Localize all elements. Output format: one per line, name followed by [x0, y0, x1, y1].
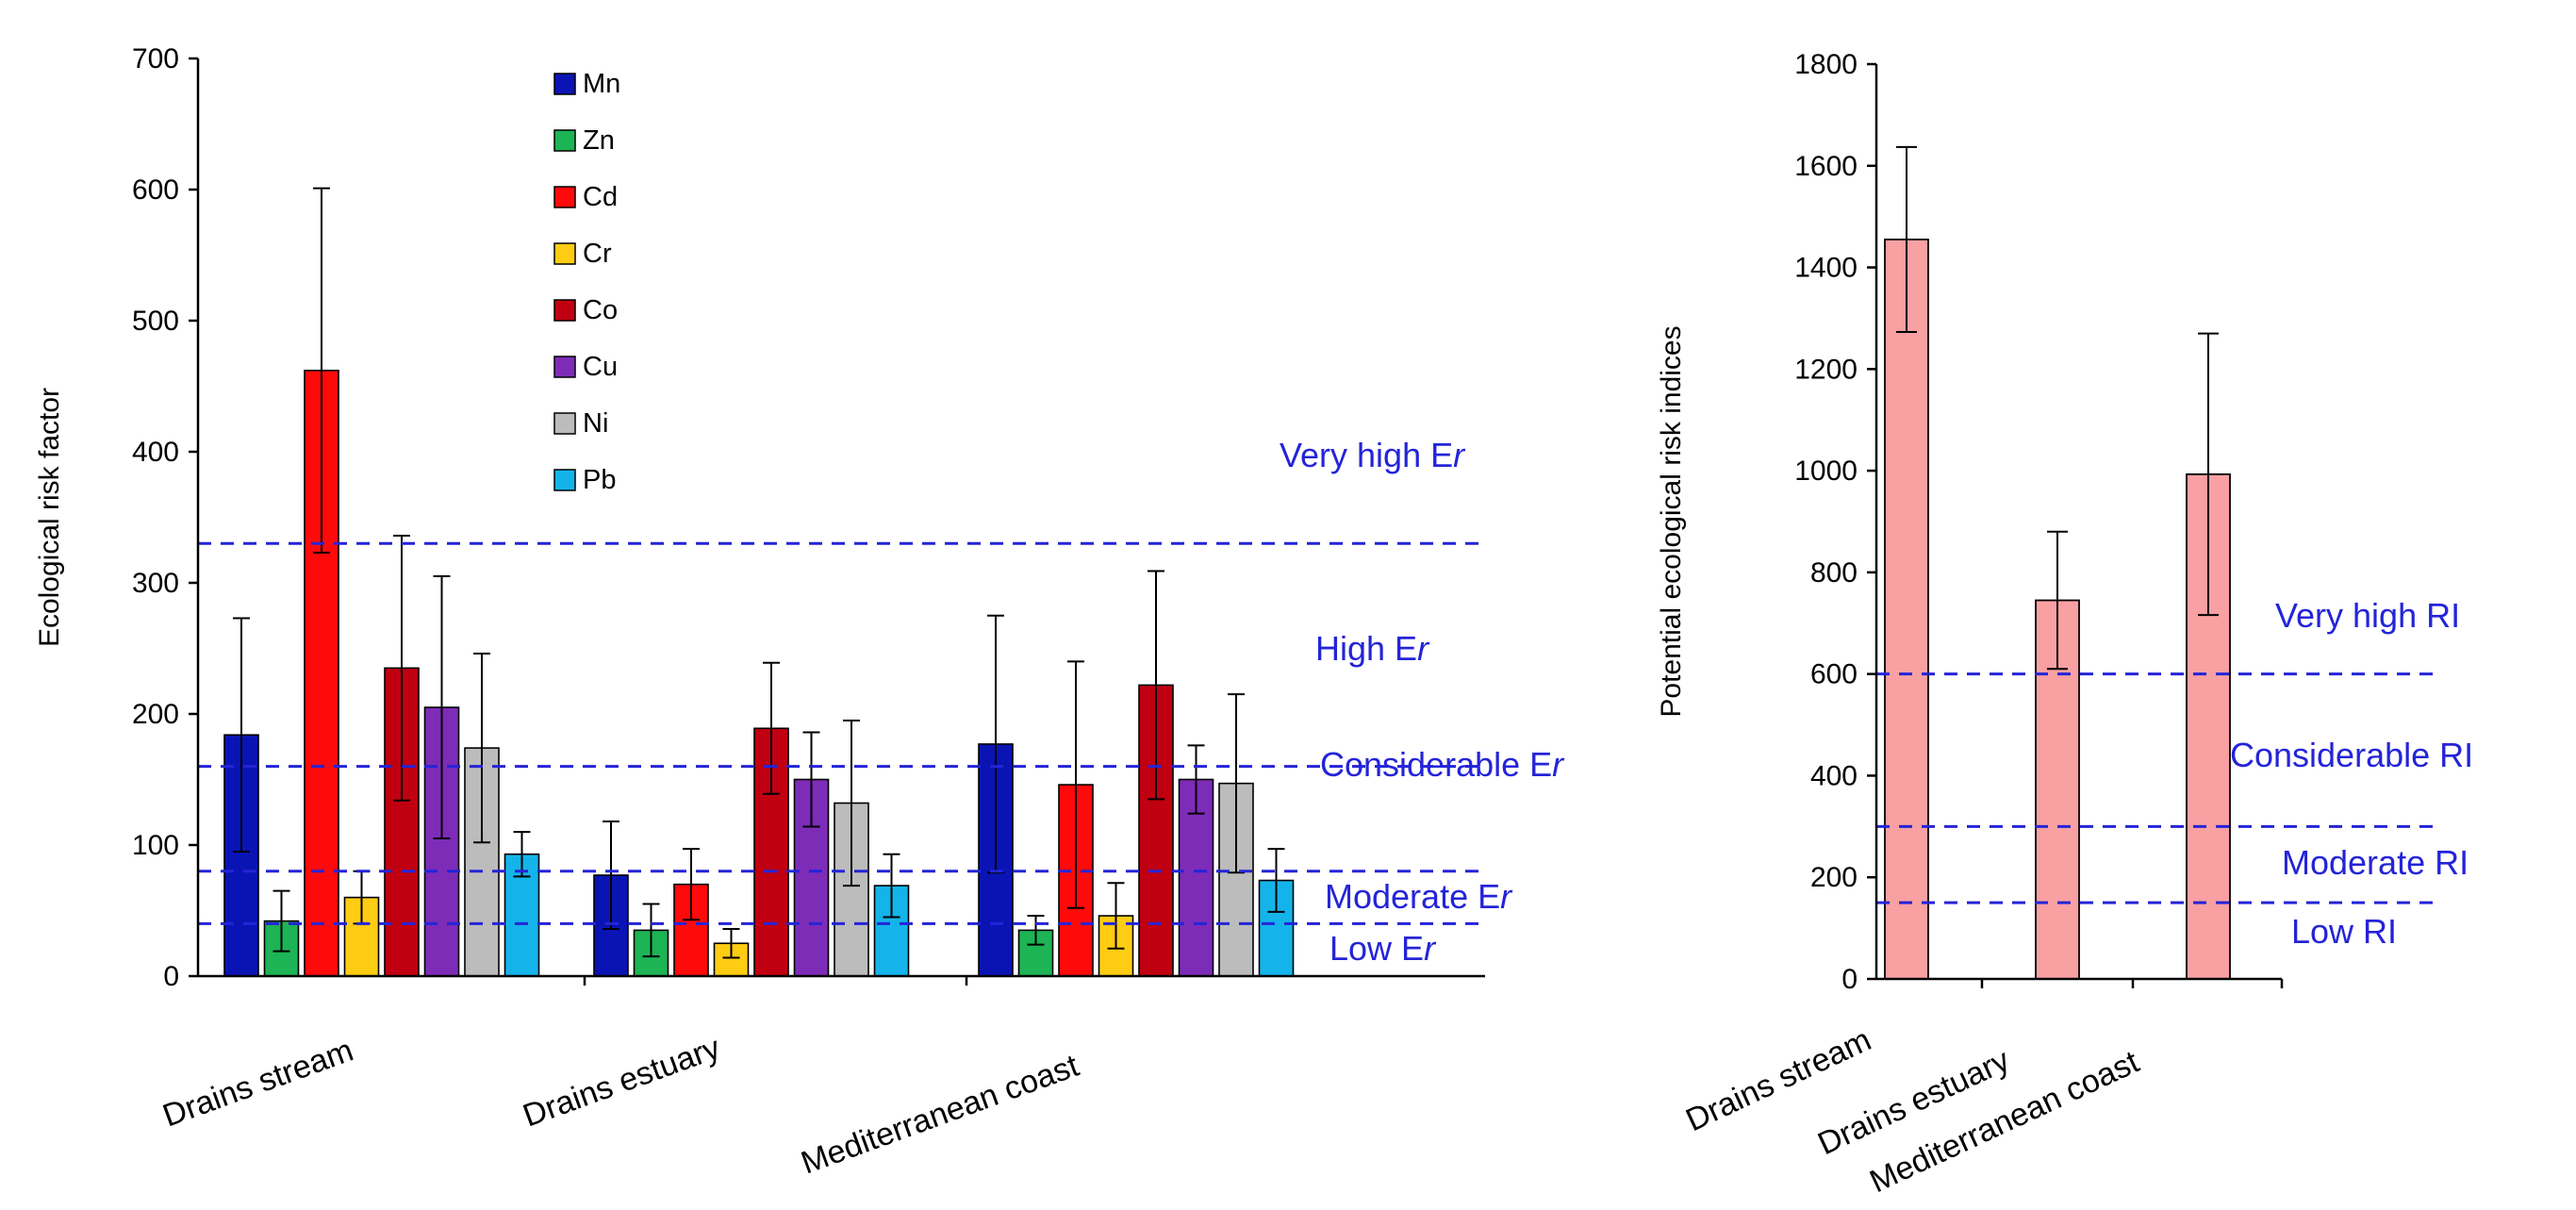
y-tick-label-400: 400 [132, 437, 179, 468]
left-ecological-risk-factor-chart: 0 100 200 300 400 500 600 700 Ecological risk fa… [34, 43, 1565, 1182]
y-axis-title: Ecological risk factor [34, 388, 65, 647]
left-threshold-lines [198, 541, 1485, 925]
threshold-label-text: Moderate E [1325, 877, 1500, 916]
y-tick-label-300: 300 [132, 568, 179, 599]
threshold-label-subscript: r [1552, 745, 1565, 784]
y-axis-title: Potential ecological risk indices [1656, 325, 1687, 717]
legend-label-cd: Cd [583, 182, 618, 212]
legend-swatch-pb [553, 469, 576, 491]
y-tick-label-600: 600 [1810, 659, 1858, 690]
y-tick-label-1200: 1200 [1794, 354, 1858, 385]
y-tick-label-800: 800 [1810, 557, 1858, 588]
threshold-label-low-e: Low Er [1329, 929, 1437, 968]
left-axes: 0 100 200 300 400 500 600 700 Ecological risk fa… [34, 43, 1485, 992]
bar-drains-stream [1884, 239, 1929, 980]
threshold-label-considerable-e: Considerable Er [1320, 745, 1565, 784]
y-tick-label-600: 600 [132, 174, 179, 206]
threshold-label-subscript: r [1417, 629, 1430, 668]
y-tick-label-1000: 1000 [1794, 456, 1858, 487]
right-error-bars [1896, 145, 2219, 671]
y-tick-label-1600: 1600 [1794, 151, 1858, 182]
legend-swatch-cd [553, 186, 576, 208]
y-tick-label-100: 100 [132, 830, 179, 861]
right-threshold-labels: Very high RI Considerable RI Moderate RI Lo… [2230, 596, 2473, 951]
legend-label-mn: Mn [583, 69, 620, 99]
legend-label-zn: Zn [583, 125, 615, 156]
left-legend: Mn Zn Cd Cr Co Cu Ni Pb [553, 69, 620, 495]
legend-label-cu: Cu [583, 352, 618, 382]
threshold-label-text: Considerable E [1320, 745, 1552, 784]
left-category-labels: Drains stream Drains estuary Mediterranean… [158, 1030, 1084, 1182]
threshold-label-subscript: r [1500, 877, 1513, 916]
legend-swatch-zn [553, 129, 576, 152]
y-tick-label-500: 500 [132, 306, 179, 337]
y-tick-label-200: 200 [1810, 862, 1858, 893]
threshold-label-subscript: r [1453, 436, 1466, 474]
y-tick-label-200: 200 [132, 699, 179, 730]
legend-swatch-co [553, 299, 576, 322]
y-tick-label-1800: 1800 [1794, 49, 1858, 80]
threshold-label-moderate-ri: Moderate RI [2282, 843, 2469, 882]
threshold-label-low-ri: Low RI [2291, 912, 2397, 951]
y-tick-label-700: 700 [132, 43, 179, 75]
threshold-label-considerable-ri: Considerable RI [2230, 736, 2473, 774]
category-label-drains-stream: Drains stream [158, 1032, 358, 1134]
threshold-label-subscript: r [1424, 929, 1437, 968]
category-label-drains-estuary: Drains estuary [519, 1030, 725, 1135]
legend-label-co: Co [583, 295, 618, 325]
threshold-label-high-e: High Er [1315, 629, 1430, 668]
y-tick-label-0: 0 [1841, 964, 1858, 995]
legend-label-ni: Ni [583, 408, 608, 439]
legend-swatch-cr [553, 242, 576, 265]
y-tick-label-1400: 1400 [1794, 253, 1858, 284]
threshold-label-text: Very high E [1280, 436, 1453, 474]
legend-label-cr: Cr [583, 239, 612, 269]
y-tick-label-400: 400 [1810, 760, 1858, 791]
legend-swatch-cu [553, 356, 576, 378]
threshold-label-text: Low E [1329, 929, 1424, 968]
right-axes: 0 200 400 600 800 1000 1200 1400 1600 1800 Potenti… [1656, 49, 2284, 995]
right-threshold-lines [1876, 672, 2442, 904]
left-error-bars [233, 187, 1285, 959]
category-label-mediterranean-coast: Mediterranean coast [797, 1048, 1084, 1182]
threshold-label-very-high-ri: Very high RI [2275, 596, 2460, 635]
y-tick-label-0: 0 [163, 961, 179, 992]
threshold-label-moderate-e: Moderate Er [1325, 877, 1513, 916]
legend-swatch-ni [553, 412, 576, 435]
bar-cr-drains-stream [343, 896, 380, 977]
right-potential-risk-index-chart: 0 200 400 600 800 1000 1200 1400 1600 1800 Potenti… [1656, 49, 2473, 1200]
left-bars [223, 370, 1295, 977]
legend-label-pb: Pb [583, 465, 616, 495]
threshold-label-very-high-e: Very high Er [1280, 436, 1466, 474]
legend-swatch-mn [553, 73, 576, 95]
threshold-label-text: High E [1315, 629, 1417, 668]
